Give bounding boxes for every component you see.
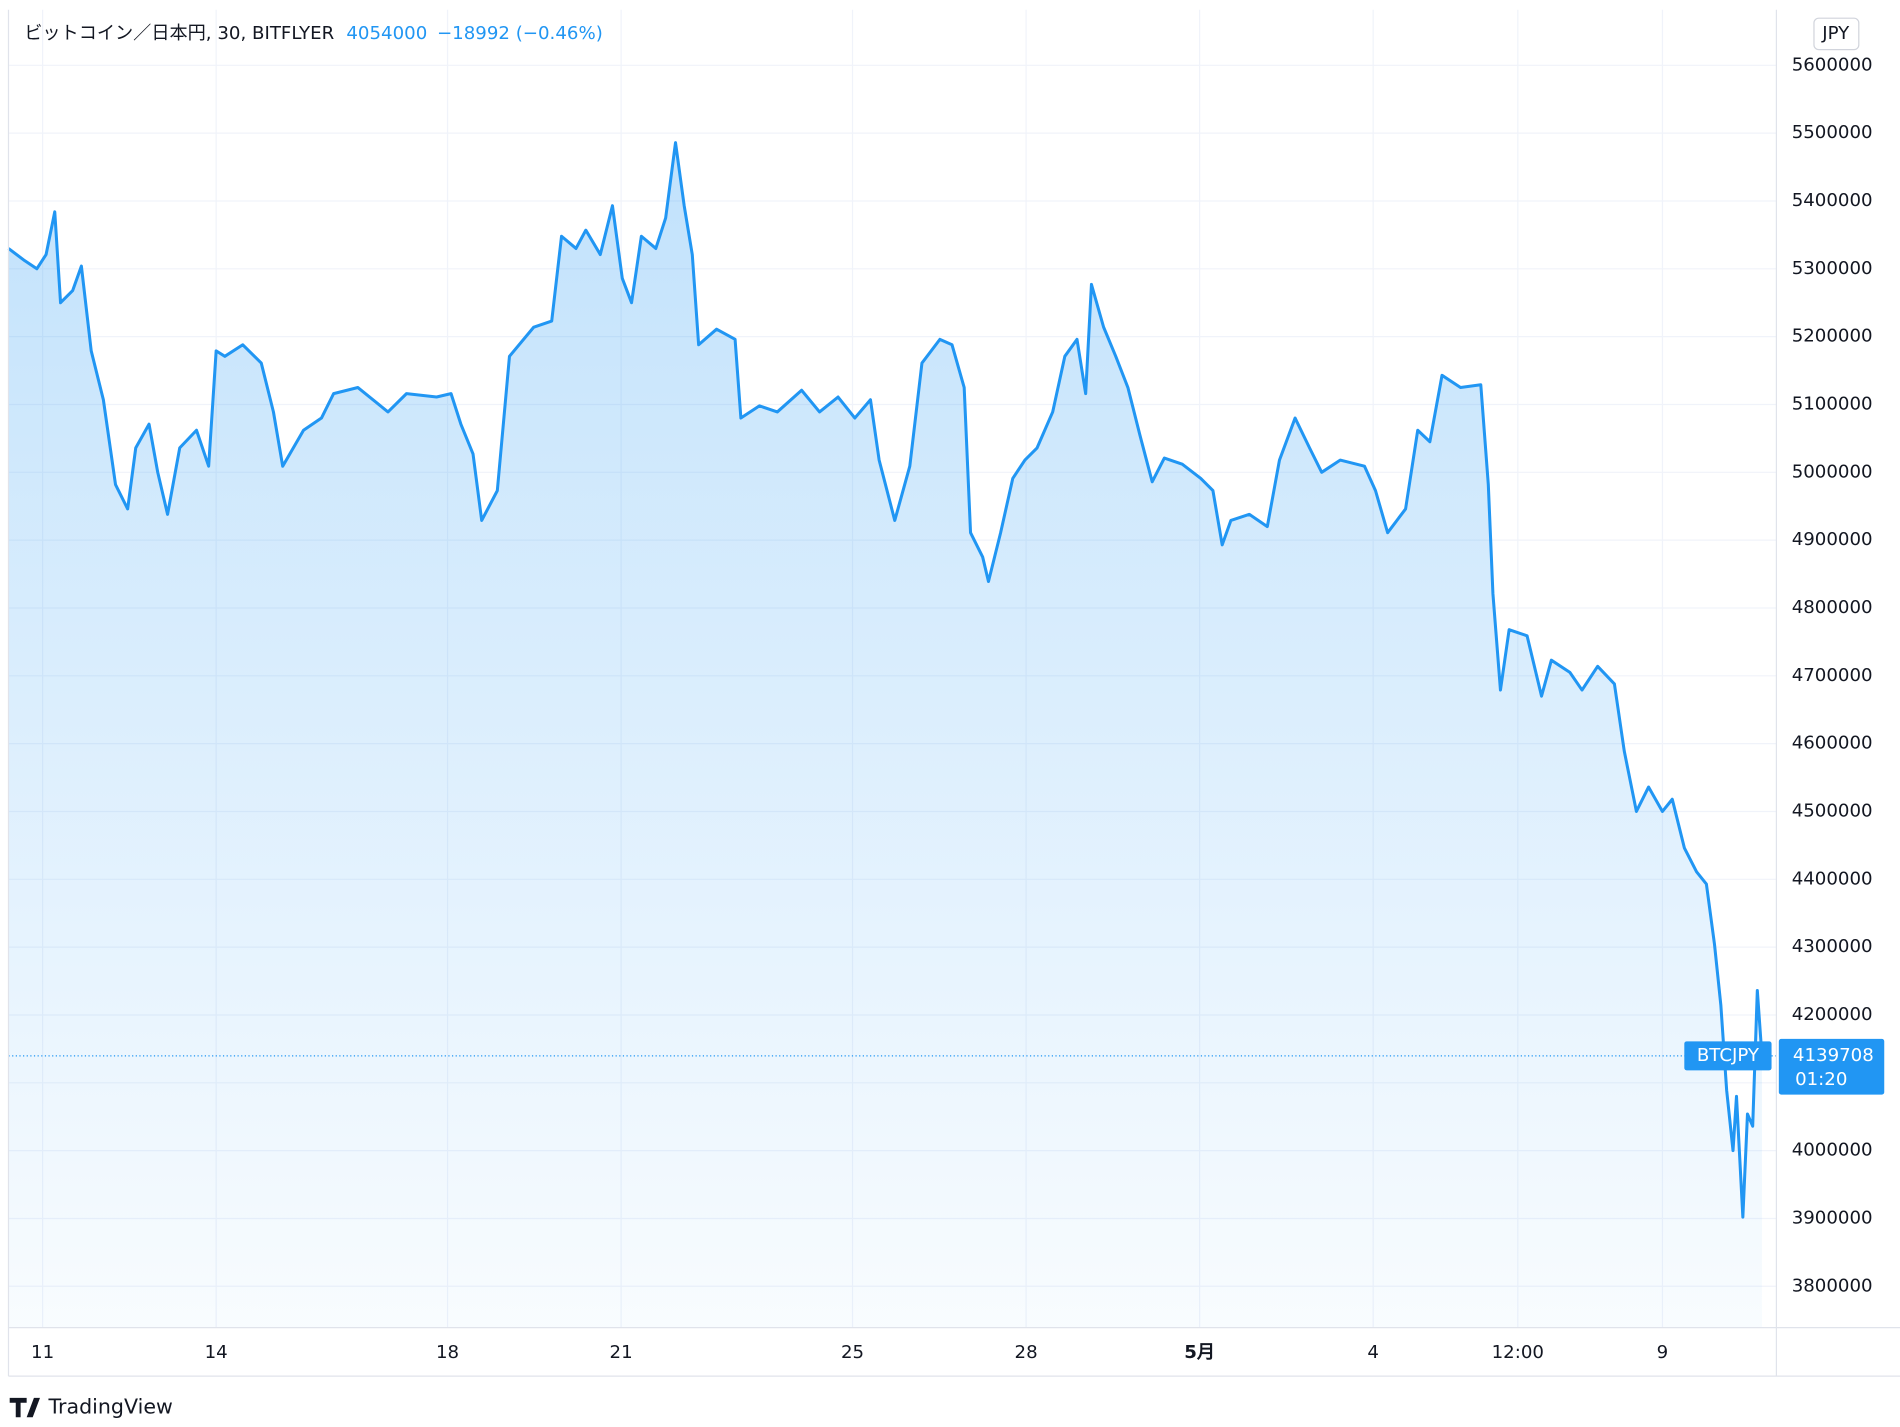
y-tick-label: 4300000 — [1792, 936, 1873, 957]
watermark: TradingView — [47, 1395, 172, 1419]
logo-icon — [9, 1397, 40, 1418]
header: ビットコイン／日本円, 30, BITFLYER 4054000 −18992 … — [24, 23, 603, 44]
y-tick-label: 4600000 — [1792, 733, 1873, 754]
x-tick-label: 11 — [31, 1342, 54, 1363]
y-tick-label: 4500000 — [1792, 800, 1873, 821]
x-tick-label: 9 — [1657, 1342, 1669, 1363]
x-tick-label: 25 — [841, 1342, 864, 1363]
y-tick-label: 5600000 — [1792, 54, 1873, 75]
currency-button[interactable] — [1813, 17, 1860, 51]
y-tick-label: 3900000 — [1792, 1207, 1873, 1228]
y-tick-label: 5200000 — [1792, 326, 1873, 347]
symbol-tag — [1684, 1041, 1772, 1071]
currency-label[interactable]: JPY — [1821, 23, 1850, 44]
plot — [7, 141, 1777, 1328]
y-tick-label: 3800000 — [1792, 1275, 1873, 1296]
price-tag — [1778, 1038, 1885, 1095]
x-tick-label: 18 — [436, 1342, 459, 1363]
symbol-name: BTCJPY — [1697, 1045, 1760, 1066]
price-tag-value: 4139708 — [1793, 1045, 1874, 1066]
x-tick-label: 4 — [1367, 1342, 1379, 1363]
countdown: 01:20 — [1795, 1069, 1847, 1090]
y-tick-label: 5400000 — [1792, 190, 1873, 211]
x-tick-label: 28 — [1015, 1342, 1038, 1363]
y-tick-label: 4200000 — [1792, 1004, 1873, 1025]
last-price: 4054000 — [346, 23, 427, 44]
price-change: −18992 (−0.46%) — [437, 23, 603, 44]
axes: 3800000390000040000004100000420000043000… — [31, 54, 1885, 1363]
y-tick-label: 4800000 — [1792, 597, 1873, 618]
y-tick-label: 4900000 — [1792, 529, 1873, 550]
y-tick-label: 5300000 — [1792, 258, 1873, 279]
y-tick-label: 4400000 — [1792, 868, 1873, 889]
y-tick-label: 5100000 — [1792, 393, 1873, 414]
area-fill — [8, 142, 1762, 1328]
logo: TradingView — [9, 1395, 173, 1419]
chart-title: ビットコイン／日本円, 30, BITFLYER — [24, 23, 334, 44]
x-tick-label: 21 — [610, 1342, 633, 1363]
y-tick-label: 5000000 — [1792, 461, 1873, 482]
x-tick-label: 5月 — [1184, 1342, 1215, 1363]
y-tick-label: 4000000 — [1792, 1140, 1873, 1161]
x-tick-label: 14 — [205, 1342, 228, 1363]
x-tick-label: 12:00 — [1492, 1342, 1544, 1363]
y-tick-label: 5500000 — [1792, 122, 1873, 143]
price-line — [7, 141, 1764, 1219]
y-tick-label: 4700000 — [1792, 665, 1873, 686]
